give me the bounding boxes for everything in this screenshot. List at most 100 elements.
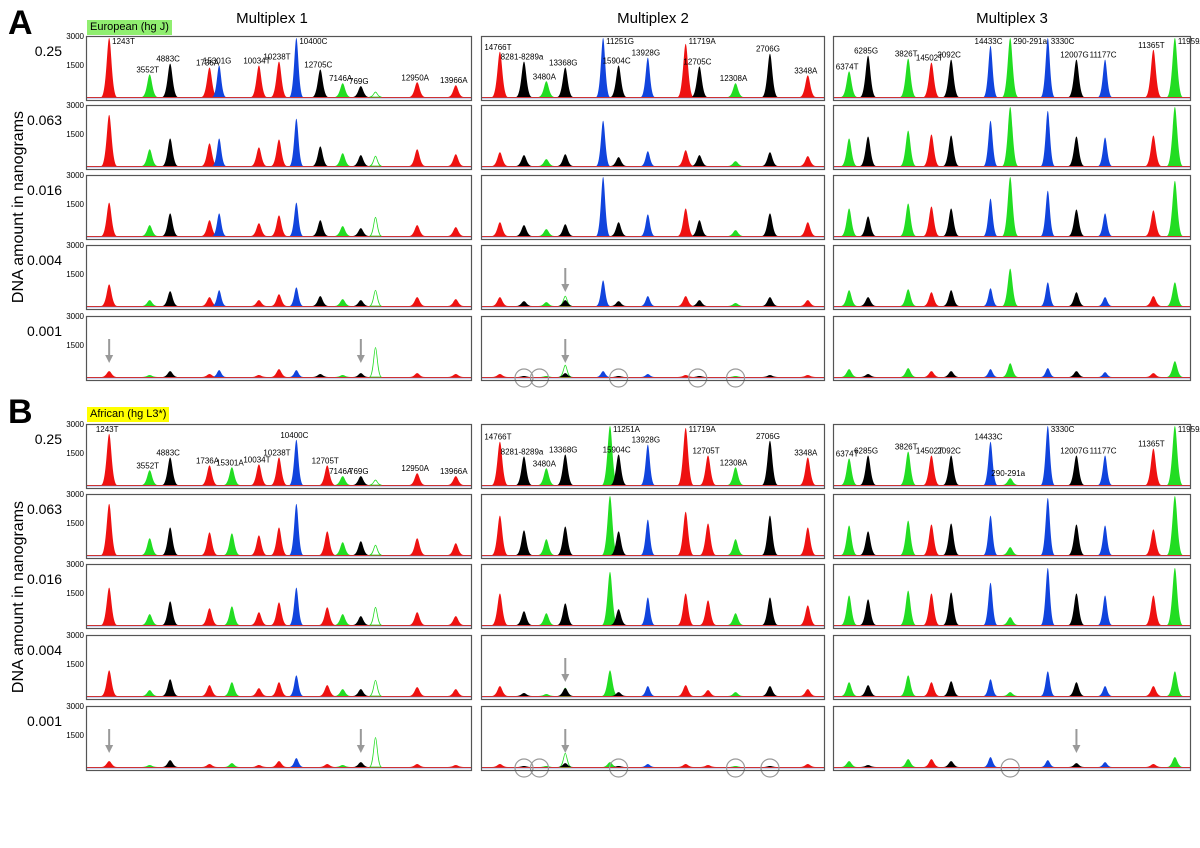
panel-a-mux2-row1: 14766T8281-8289a3480A13368G11251G15904C1… <box>480 35 826 102</box>
peak-2092C <box>943 681 960 696</box>
y-tick-label: 1500 <box>66 659 84 669</box>
peak-label: 3348A <box>794 66 818 75</box>
peak-11251A <box>602 571 618 625</box>
panel-a-mux3-row4 <box>832 244 1192 311</box>
peak-6374T <box>841 369 858 377</box>
peak-14502T <box>923 455 940 485</box>
panel-b-mux1-row2 <box>85 493 473 560</box>
peak-3826T <box>900 590 917 625</box>
y-tick-label: 3000 <box>66 171 84 180</box>
peak-10238T <box>271 602 287 625</box>
peak-12308A <box>727 303 744 306</box>
peak-6285G <box>860 455 877 485</box>
peak-label: 15904C <box>603 57 631 66</box>
peak-14502T <box>923 371 940 377</box>
peak-1736A <box>201 608 218 625</box>
peak-label: 11177C <box>1090 51 1117 60</box>
peak-12705T <box>700 523 717 555</box>
peak-14766T <box>491 593 508 625</box>
peak-2092C <box>943 371 960 377</box>
peak-11251G <box>596 38 611 97</box>
peak-11959A <box>1166 426 1183 485</box>
peak-2706G <box>761 597 778 625</box>
peak-11177C <box>1098 762 1113 767</box>
circle-marker-icon <box>514 368 534 388</box>
peak-4883C <box>162 760 179 767</box>
peak-label: 10238T <box>263 448 290 457</box>
peak-3348A <box>799 375 816 377</box>
peak-label: 4883C <box>156 55 180 64</box>
peak-3348A <box>799 222 816 236</box>
peak-label: 10400C <box>280 431 308 440</box>
peak-3480A <box>538 376 555 377</box>
peak-290-291a <box>1002 547 1019 555</box>
peak-4883C <box>162 527 179 555</box>
y-tick-label: 3000 <box>66 101 84 110</box>
peak-label: 2092C <box>937 51 961 60</box>
peak-label: 12308A <box>720 74 748 83</box>
peak-label: 3552T <box>136 461 159 470</box>
peak-3552T <box>141 149 158 166</box>
peak-14766T <box>491 222 508 236</box>
peak-6374T <box>841 208 858 236</box>
peak-10034T <box>250 612 267 625</box>
peak-10238T <box>271 215 287 236</box>
peak-label: 6374T <box>836 62 859 71</box>
peak-label: 15301G <box>203 57 231 66</box>
panel-b-mux3-row3 <box>832 563 1192 630</box>
peak-14433C <box>983 679 998 696</box>
peak-6285G <box>860 55 877 97</box>
peak-11719A <box>677 296 694 306</box>
peak-11365T <box>1145 135 1162 166</box>
peak-11365T <box>1145 529 1162 555</box>
peak-11251G <box>596 280 611 306</box>
peak-label: 3330C <box>1051 425 1075 434</box>
peak-12705T <box>319 465 336 485</box>
peak-label: 14766T <box>484 43 511 52</box>
peak-12705T <box>700 600 717 625</box>
peak-12308A <box>727 376 744 377</box>
peak-11719A <box>677 43 694 97</box>
panel-b-mux2-row3 <box>480 563 826 630</box>
peak-label: 8281-8289a <box>501 53 544 62</box>
peak-769G <box>352 86 369 97</box>
peak-11177C <box>1098 525 1113 555</box>
peak-label: 11719A <box>689 37 717 46</box>
y-tick-label: 3000 <box>66 420 84 429</box>
peak-3330C <box>1040 110 1055 166</box>
peak-label: 8281-8289a <box>501 447 544 456</box>
peak-12705T <box>319 685 336 696</box>
y-tick-label: 3000 <box>66 312 84 321</box>
peak-11177C <box>1098 455 1113 485</box>
peak-3348A <box>799 605 816 625</box>
ghost-peak <box>369 289 382 307</box>
peak-1736A <box>201 465 218 485</box>
peak-label: 14433C <box>975 433 1003 442</box>
peak-12950A <box>409 373 426 377</box>
peak-11251G <box>596 120 611 166</box>
peak-2092C <box>943 523 960 555</box>
peak-3552T <box>141 614 158 625</box>
peak-1243T <box>101 761 118 767</box>
peak-3348A <box>799 75 816 97</box>
peak-10400C <box>289 758 304 767</box>
peak-label: 3348A <box>794 448 818 457</box>
peak-11959A <box>1166 496 1183 555</box>
peak-label: 13368G <box>549 446 577 455</box>
peak-14433C <box>983 45 998 97</box>
peak-1243T <box>101 114 118 166</box>
peak-13928G <box>640 519 655 555</box>
peak-2706G <box>761 686 778 696</box>
panel-b-mux2-row1: 14766T8281-8289a3480A13368G11251A15904C1… <box>480 423 826 490</box>
peak-15904C <box>610 65 627 97</box>
ghost-peak <box>369 155 382 167</box>
peak-4883C <box>162 291 179 306</box>
panel-a-mux3-row3 <box>832 174 1192 241</box>
panel-b-mux2-row2 <box>480 493 826 560</box>
peak-11365T <box>1145 49 1162 97</box>
dose-label: 0.001 <box>26 323 62 339</box>
peak-13966A <box>447 85 464 97</box>
peak-10400C <box>289 118 304 166</box>
peak-10034T <box>250 535 267 555</box>
peak-2092C <box>943 208 960 236</box>
